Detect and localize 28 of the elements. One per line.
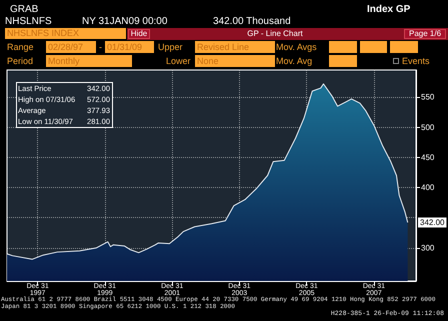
input-field: Monthly <box>46 55 132 67</box>
input-field: 01/31/09 <box>105 41 154 53</box>
annotation: 342.00 <box>420 218 446 228</box>
y-tick-label: 450 <box>421 152 435 162</box>
text: NY 31JAN09 00:00 <box>82 16 168 27</box>
y-tick-label: 500 <box>421 122 435 132</box>
input-field: None <box>195 55 275 67</box>
button: Hide <box>128 29 150 39</box>
text: - <box>99 42 102 53</box>
y-tick-label: 550 <box>421 92 435 102</box>
text: GRAB <box>10 4 38 15</box>
text: NHSLNFS <box>5 16 52 27</box>
input-field: NHSLNFS INDEX <box>5 28 126 39</box>
text: Events <box>402 56 430 67</box>
text: Lower <box>166 56 191 67</box>
input-field: 02/28/97 <box>46 41 96 53</box>
text: Period <box>7 56 34 67</box>
text: Range <box>7 42 34 53</box>
y-tick-label: 400 <box>421 183 435 192</box>
input-field: Revised Line <box>195 41 275 53</box>
text: Upper <box>158 42 183 53</box>
y-tick-label: 300 <box>421 243 435 252</box>
button: Page 1/6 <box>404 29 446 39</box>
text: Index GP <box>367 4 410 15</box>
text: GP - Line Chart <box>246 29 304 39</box>
text: Mov. Avg <box>276 56 312 67</box>
text: Mov. Avgs <box>276 42 317 53</box>
text: 342.00 Thousand <box>213 16 291 27</box>
